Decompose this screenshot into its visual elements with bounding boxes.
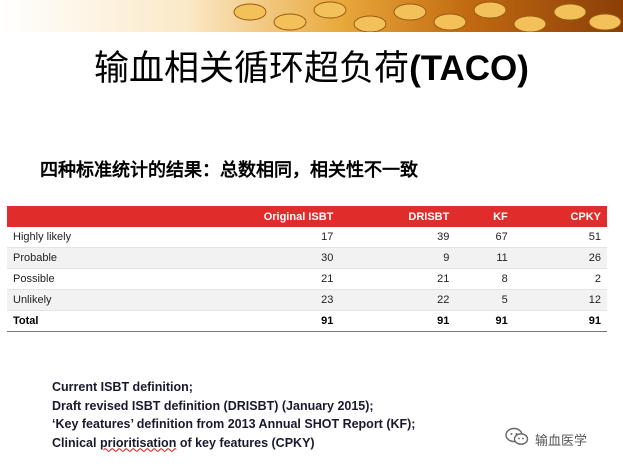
decorative-banner — [0, 0, 623, 32]
comparison-table: Original ISBT DRISBT KF CPKY Highly like… — [7, 206, 607, 332]
table-total-row: Total 91 91 91 91 — [7, 310, 607, 332]
watermark: 输血医学 — [505, 427, 587, 451]
note-line: ‘Key features’ definition from 2013 Annu… — [52, 417, 416, 431]
table-cell: 9 — [339, 247, 456, 269]
row-label: Possible — [7, 268, 161, 290]
row-label: Unlikely — [7, 289, 161, 311]
header-corner — [7, 206, 161, 227]
table-header-row: Original ISBT DRISBT KF CPKY — [7, 206, 607, 227]
slide-title-abbrev: (TACO) — [409, 49, 529, 88]
watermark-text: 输血医学 — [535, 433, 588, 449]
table-cell: 30 — [160, 247, 340, 269]
note-line: Draft revised ISBT definition (DRISBT) (… — [52, 398, 374, 413]
header-drisbt: DRISBT — [339, 206, 456, 227]
table-cell: 39 — [339, 227, 456, 248]
note-line: Current ISBT definition; — [52, 380, 193, 394]
total-label: Total — [7, 310, 161, 332]
total-cell: 91 — [455, 310, 514, 332]
slide-title-cjk: 输血相关循环超负荷 — [94, 49, 410, 89]
table-row: Possible 21 21 8 2 — [7, 268, 607, 290]
note-text: of key features (CPKY) — [176, 435, 315, 450]
row-label: Highly likely — [7, 227, 161, 248]
table-row: Highly likely 17 39 67 51 — [7, 227, 607, 248]
note-text: Clinical — [52, 435, 100, 450]
note-line: Clinical prioritisation of key features … — [52, 434, 415, 453]
table-row: Unlikely 23 22 5 12 — [7, 289, 607, 311]
table-cell: 23 — [160, 289, 340, 311]
slide-subtitle: 四种标准统计的结果：总数相同，相关性不一致 — [40, 160, 418, 181]
header-cpky: CPKY — [513, 206, 607, 227]
table-cell: 12 — [513, 289, 607, 311]
coins-image — [233, 1, 622, 32]
table-cell: 22 — [339, 289, 456, 311]
total-cell: 91 — [160, 310, 340, 332]
spellcheck-underlined-word: prioritisation — [99, 435, 177, 450]
slide-title: 输血相关循环超负荷(TACO) — [0, 40, 623, 91]
definitions-notes: Current ISBT definition; Draft revised I… — [52, 378, 415, 452]
total-cell: 91 — [513, 310, 607, 332]
table-cell: 17 — [160, 227, 340, 248]
table-cell: 11 — [455, 247, 514, 269]
table-cell: 21 — [339, 268, 456, 290]
header-kf: KF — [455, 206, 514, 227]
table-cell: 21 — [160, 268, 340, 290]
table-row: Probable 30 9 11 26 — [7, 247, 607, 269]
table-cell: 26 — [513, 247, 607, 269]
table-cell: 8 — [455, 268, 514, 290]
wechat-icon — [505, 427, 529, 451]
row-label: Probable — [7, 247, 161, 269]
header-original-isbt: Original ISBT — [160, 206, 340, 227]
table-cell: 67 — [455, 227, 514, 248]
table-cell: 51 — [513, 227, 607, 248]
total-cell: 91 — [339, 310, 456, 332]
table-cell: 5 — [455, 289, 514, 311]
table-cell: 2 — [513, 268, 607, 290]
